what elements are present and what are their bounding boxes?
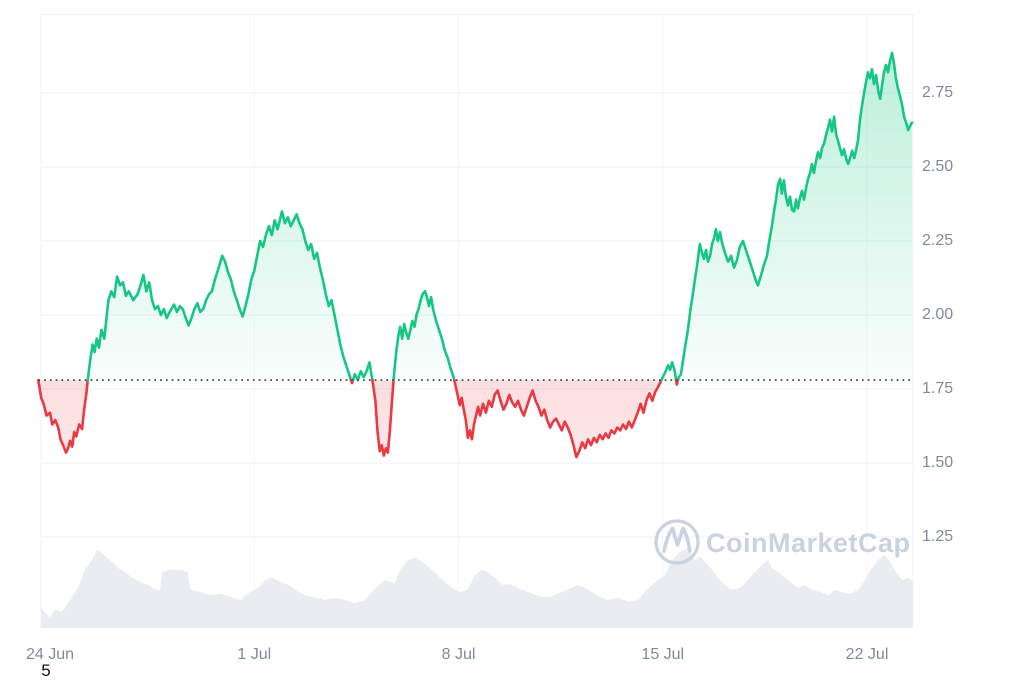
price-line-down-segment <box>371 378 395 457</box>
volume-silhouette <box>41 548 914 628</box>
y-axis-label: 1.75 <box>922 380 954 397</box>
price-area-down <box>38 380 88 453</box>
price-line-up-segment <box>676 51 914 382</box>
price-line-up-segment <box>351 361 374 382</box>
y-axis-label: 1.50 <box>922 454 954 471</box>
x-axis-label: 24 Jun <box>25 646 75 663</box>
price-line-series <box>37 51 914 459</box>
x-axis-label: 22 Jul <box>845 646 889 663</box>
price-area-down <box>454 380 662 458</box>
x-axis-label: 8 Jul <box>441 646 476 663</box>
x-axis-label: 1 Jul <box>237 646 272 663</box>
x-axis-label: 15 Jul <box>641 646 685 663</box>
coinmarketcap-logo-icon <box>654 519 700 565</box>
price-line-down-segment <box>37 378 89 454</box>
y-axis-label: 2.00 <box>922 306 954 323</box>
coinmarketcap-watermark-text: CoinMarketCap <box>706 528 911 558</box>
price-area-up <box>678 53 912 381</box>
price-line-down-segment <box>453 378 663 459</box>
price-line-up-segment <box>86 210 353 382</box>
price-area-up <box>87 211 351 381</box>
price-line-down-segment <box>674 378 680 386</box>
price-line-up-segment <box>660 361 678 382</box>
x-axis-sub-label: 5 <box>41 661 51 680</box>
y-axis-label: 2.75 <box>922 84 954 101</box>
y-axis-label: 2.25 <box>922 232 954 249</box>
coinmarketcap-watermark: CoinMarketCap <box>654 519 911 565</box>
y-axis-label: 1.25 <box>922 528 954 545</box>
volume-area <box>41 548 914 628</box>
coinmarketcap-logo-m-icon <box>662 526 692 553</box>
price-area-up <box>393 291 455 381</box>
price-area-up <box>353 362 373 381</box>
y-axis-label: 2.50 <box>922 158 954 175</box>
price-line-up-segment <box>392 290 456 382</box>
